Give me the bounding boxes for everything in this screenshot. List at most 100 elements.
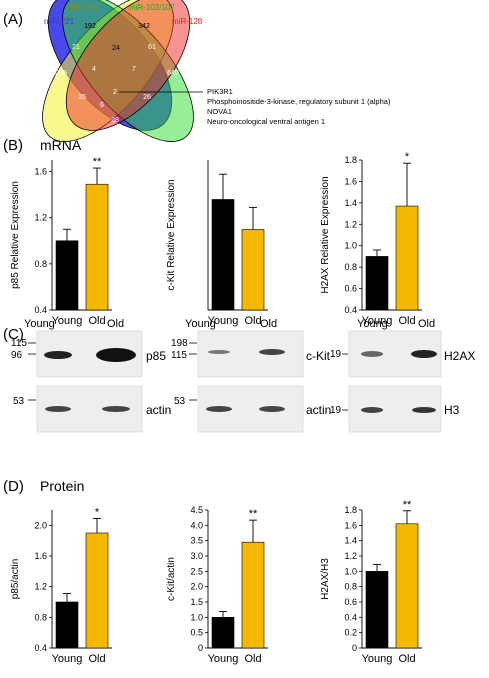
bar-young [211, 199, 235, 311]
venn-count: 7 [132, 66, 136, 73]
significance-mark: ** [93, 156, 102, 168]
bar-chart: c-Kit Relative Expression Young Old [166, 160, 268, 327]
band-actin-young [45, 406, 71, 412]
band-h2ax-young [361, 351, 383, 357]
y-tick-label: 4.0 [190, 520, 203, 530]
y-tick-label: 1.2 [34, 213, 47, 223]
y-tick-label: 2.0 [190, 582, 203, 592]
venn-diagram: miR-221 miR-155 miR-103/107 miR-128 206 … [42, 0, 391, 142]
y-tick-label: 1.2 [344, 551, 357, 561]
bar-young [55, 240, 79, 311]
venn-annotation: Phosphoinositide-3-kinase, regulatory su… [207, 97, 391, 106]
venn-count: 2 [113, 89, 117, 96]
bar-chart: 0 0.2 0.4 0.6 0.8 1.0 1.2 1.4 1.6 1.8 H2AX/H3 Young… [320, 499, 422, 665]
y-axis-label: p85 Relative Expression [10, 181, 21, 289]
y-tick-label: 1.4 [344, 536, 357, 546]
category-label: Young [208, 653, 239, 665]
bar-chart: 0.4 0.8 1.2 1.6 2.0 p85/actin Young Old * [10, 506, 112, 665]
lane-label-old: Old [260, 318, 277, 330]
venn-label-mir155: miR-155 [67, 3, 98, 12]
category-label: Old [244, 315, 261, 327]
band-ckit-young [208, 350, 230, 354]
y-tick-label: 1.6 [34, 551, 47, 561]
venn-count: 38 [111, 117, 119, 124]
lane-label-young: Young [24, 318, 55, 330]
venn-annotation: Neuro-oncological ventral antigen 1 [207, 117, 325, 126]
venn-count: 26 [143, 94, 151, 101]
y-tick-label: 0.8 [34, 259, 47, 269]
bar-young [365, 256, 389, 311]
band-p85-old [96, 348, 136, 362]
bar-chart: 0 0.5 1.0 1.5 2.0 2.5 3.0 3.5 4.0 4.5 c-Kit/actin Y… [166, 505, 268, 665]
significance-mark: * [405, 151, 410, 163]
blot-protein-label: c-Kit [306, 349, 331, 363]
venn-count: 21 [72, 44, 80, 51]
mw-marker: 19 [330, 349, 342, 360]
y-tick-label: 1.4 [344, 198, 357, 208]
y-tick-label: 0.8 [34, 612, 47, 622]
band-h3-old [412, 407, 436, 413]
y-tick-label: 1.0 [344, 241, 357, 251]
y-tick-label: 1.8 [344, 155, 357, 165]
western-blots: Young Old Young Old Young Old 115 [11, 318, 475, 433]
band-actin-old [259, 406, 285, 412]
lane-label-old: Old [418, 318, 435, 330]
category-label: Young [52, 653, 83, 665]
venn-annotation: NOVA1 [207, 107, 232, 116]
bar-old [395, 205, 419, 311]
mw-marker: 96 [11, 350, 23, 361]
y-axis-label: c-Kit/actin [166, 557, 177, 601]
venn-annotation: PIK3R1 [207, 87, 233, 96]
y-tick-label: 1.0 [190, 612, 203, 622]
venn-count: 25 [78, 94, 86, 101]
venn-count: 206 [55, 70, 67, 77]
venn-count: 640 [167, 70, 179, 77]
category-label: Young [362, 653, 393, 665]
bar-old [85, 183, 109, 311]
y-tick-label: 2.5 [190, 566, 203, 576]
venn-label-mir128: miR-128 [172, 17, 203, 26]
y-tick-label: 0.4 [34, 305, 47, 315]
category-label: Young [362, 315, 393, 327]
venn-set-mir128 [65, 0, 191, 131]
blot-loading-label: actin [306, 403, 331, 417]
y-axis-label: H2AX Relative Expression [320, 176, 331, 293]
significance-mark: ** [403, 499, 412, 511]
mw-marker: 115 [171, 350, 187, 361]
mw-marker: 53 [13, 396, 25, 407]
y-tick-label: 0 [352, 643, 357, 653]
panel-label-b: (B) [3, 137, 23, 154]
category-label: Young [208, 315, 239, 327]
bar-young [211, 617, 235, 649]
significance-mark: ** [249, 508, 258, 520]
y-tick-label: 1.2 [34, 582, 47, 592]
bar-old [241, 229, 265, 311]
y-tick-label: 0 [198, 643, 203, 653]
mw-marker: 198 [171, 338, 188, 349]
y-tick-label: 3.0 [190, 551, 203, 561]
lane-label-young: Young [357, 318, 388, 330]
y-tick-label: 0.4 [344, 305, 357, 315]
bar-old [85, 532, 109, 649]
y-tick-label: 0.5 [190, 628, 203, 638]
band-h2ax-old [411, 350, 437, 358]
y-tick-label: 0.4 [344, 612, 357, 622]
mw-marker: 115 [11, 338, 27, 349]
bar-young [55, 601, 79, 649]
significance-mark: * [95, 506, 100, 518]
y-tick-label: 0.6 [344, 284, 357, 294]
category-label: Old [398, 315, 415, 327]
category-label: Old [88, 315, 105, 327]
bar-charts: 0.4 0.8 1.2 1.6 p85 Relative Expression Young… [10, 151, 422, 665]
y-tick-label: 1.6 [34, 167, 47, 177]
band-p85-young [44, 351, 72, 359]
bar-chart: 0.4 0.6 0.8 1.0 1.2 1.4 1.6 1.8 H2AX Relative Ex… [320, 151, 422, 327]
y-tick-label: 1.8 [344, 505, 357, 515]
y-tick-label: 0.8 [344, 582, 357, 592]
y-tick-label: 1.6 [344, 520, 357, 530]
y-tick-label: 1.2 [344, 219, 357, 229]
y-axis-label: c-Kit Relative Expression [166, 179, 177, 290]
y-tick-label: 1.5 [190, 597, 203, 607]
y-tick-label: 1.0 [344, 566, 357, 576]
